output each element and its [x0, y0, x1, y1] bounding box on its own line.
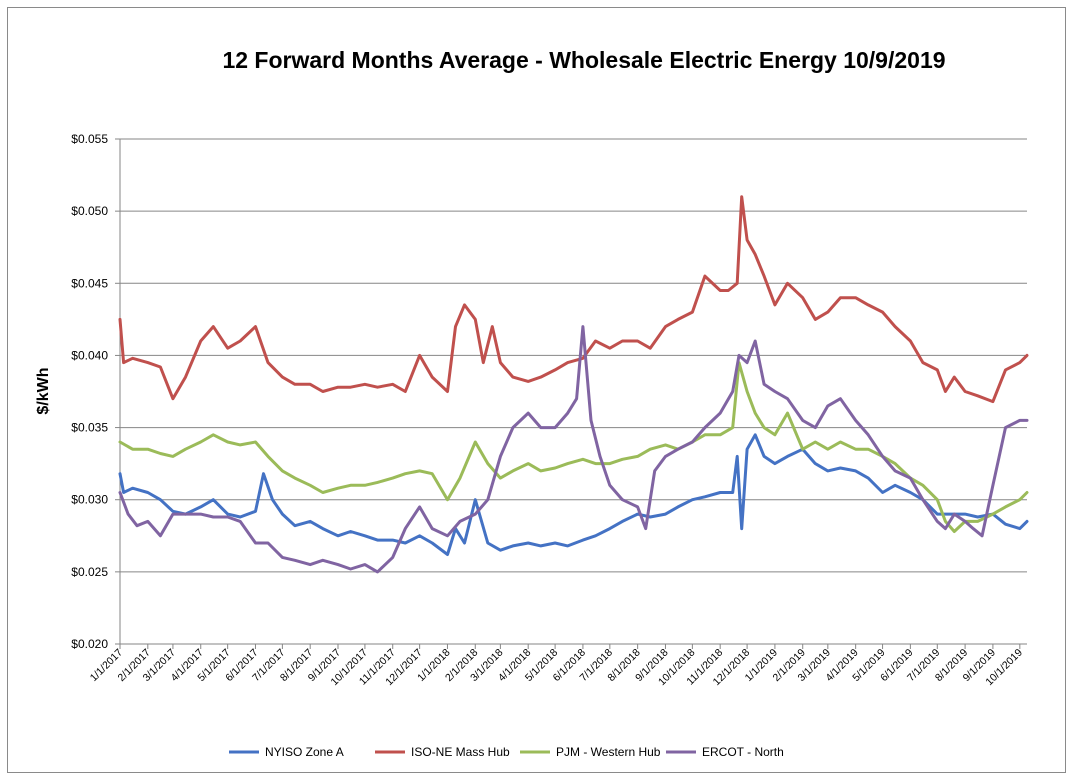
series-line-nyiso-zone-a: [118, 433, 1029, 556]
y-tick-label: $0.020: [71, 637, 108, 651]
y-axis-label: $/kWh: [35, 367, 52, 414]
y-tick-label: $0.035: [71, 421, 108, 435]
legend-label-iso-ne-mass-hub: ISO-NE Mass Hub: [411, 745, 510, 759]
y-tick-label: $0.055: [71, 132, 108, 146]
y-tick-label: $0.050: [71, 204, 108, 218]
legend: NYISO Zone A ISO-NE Mass Hub PJM - Western…: [229, 745, 784, 759]
plot-area: [118, 195, 1029, 574]
chart-frame: [7, 7, 1066, 773]
chart-title: 12 Forward Months Average - Wholesale El…: [222, 47, 945, 73]
y-axis-ticks: $0.055 $0.050 $0.045 $0.040 $0.035 $0.030 $0.0…: [71, 132, 120, 651]
series-line-iso-ne-mass-hub: [118, 195, 1029, 404]
y-tick-label: $0.025: [71, 565, 108, 579]
legend-label-nyiso-zone-a: NYISO Zone A: [265, 745, 344, 759]
series-line-ercot-north: [118, 325, 1029, 574]
gridlines: [120, 138, 1027, 573]
legend-label-ercot-north: ERCOT - North: [702, 745, 784, 759]
x-axis-ticks: 1/1/20172/1/20173/1/20174/1/20175/1/2017…: [88, 644, 1025, 688]
y-tick-label: $0.045: [71, 276, 108, 290]
axes: [119, 139, 1027, 645]
y-tick-label: $0.030: [71, 493, 108, 507]
legend-label-pjm-western-hub: PJM - Western Hub: [556, 745, 661, 759]
y-tick-label: $0.040: [71, 348, 108, 362]
series-line-pjm-western-hub: [118, 361, 1029, 533]
